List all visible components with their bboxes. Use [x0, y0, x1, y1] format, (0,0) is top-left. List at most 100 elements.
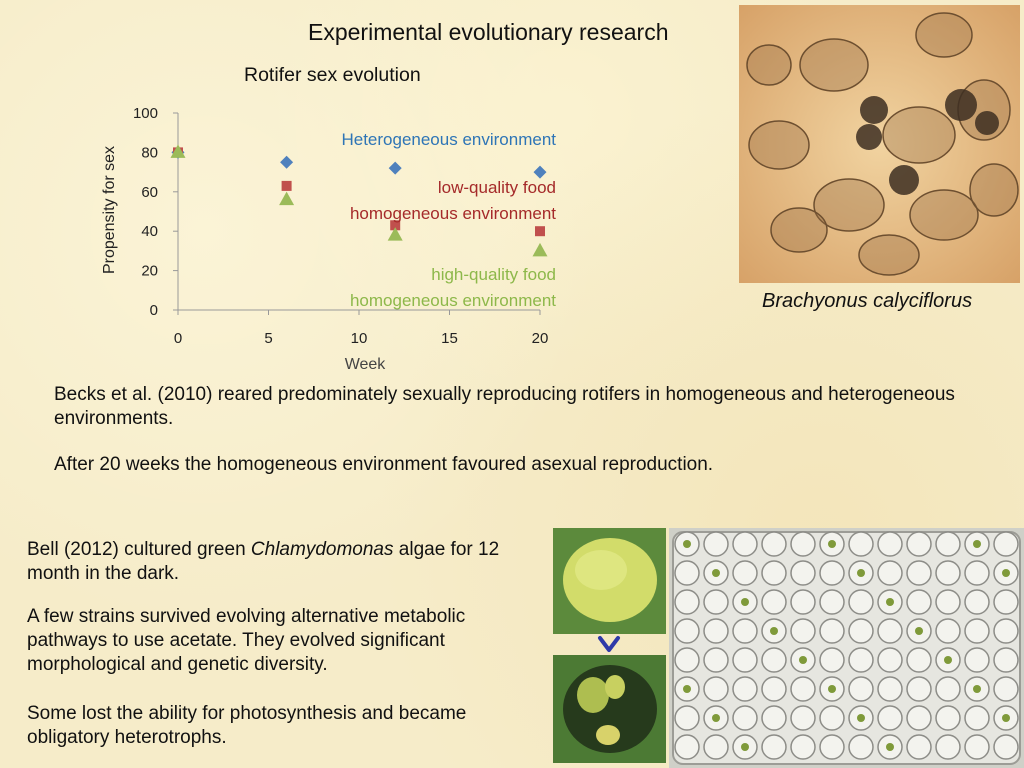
- well: [964, 705, 990, 731]
- well: [761, 734, 787, 760]
- well: [848, 647, 874, 673]
- well-plate-photo: [669, 528, 1024, 768]
- chart-title: Rotifer sex evolution: [244, 64, 421, 86]
- series-label-2: homogeneous environment: [350, 204, 556, 223]
- well: [848, 618, 874, 644]
- well: [877, 618, 903, 644]
- well-culture-dot: [683, 540, 691, 548]
- well: [732, 676, 758, 702]
- well: [819, 705, 845, 731]
- well: [703, 676, 729, 702]
- well: [674, 705, 700, 731]
- x-tick-label: 20: [532, 330, 549, 347]
- well: [935, 676, 961, 702]
- well: [964, 734, 990, 760]
- well: [732, 647, 758, 673]
- well: [703, 531, 729, 557]
- well: [906, 647, 932, 673]
- data-point-series-1: [280, 155, 294, 169]
- algae-colony-after-photo: [553, 655, 666, 763]
- well-culture-dot: [973, 540, 981, 548]
- well: [732, 705, 758, 731]
- well-culture-dot: [1002, 569, 1010, 577]
- x-tick-label: 15: [441, 330, 458, 347]
- well-culture-dot: [886, 743, 894, 751]
- paragraph-bell: Bell (2012) cultured green Chlamydomonas…: [27, 538, 537, 586]
- well: [790, 734, 816, 760]
- well: [732, 531, 758, 557]
- well: [761, 647, 787, 673]
- x-tick-label: 0: [174, 330, 182, 347]
- well: [674, 589, 700, 615]
- well: [993, 618, 1019, 644]
- well-culture-dot: [741, 598, 749, 606]
- well: [935, 734, 961, 760]
- well: [703, 618, 729, 644]
- well: [906, 560, 932, 586]
- y-tick-label: 80: [141, 144, 158, 161]
- data-point-series-3: [532, 242, 548, 257]
- well: [790, 531, 816, 557]
- arrow-down-icon: [598, 636, 620, 652]
- well: [877, 676, 903, 702]
- data-point-series-2: [281, 180, 292, 191]
- well: [906, 705, 932, 731]
- well: [964, 618, 990, 644]
- well: [761, 589, 787, 615]
- well: [819, 618, 845, 644]
- data-point-series-2: [390, 220, 401, 231]
- well: [761, 705, 787, 731]
- well: [790, 705, 816, 731]
- paragraph-lost-photosynthesis: Some lost the ability for photosynthesis…: [27, 703, 467, 748]
- well-culture-dot: [973, 685, 981, 693]
- well: [674, 734, 700, 760]
- x-tick-label: 5: [264, 330, 272, 347]
- well: [703, 734, 729, 760]
- well: [819, 589, 845, 615]
- paragraph-after-20-weeks: After 20 weeks the homogeneous environme…: [54, 454, 714, 475]
- series-label-2: low-quality food: [438, 178, 556, 197]
- well-culture-dot: [857, 569, 865, 577]
- data-point-series-3: [170, 144, 186, 158]
- well-culture-dot: [944, 656, 952, 664]
- slide-title: Experimental evolutionary research: [308, 19, 669, 45]
- well: [674, 618, 700, 644]
- well: [790, 676, 816, 702]
- well: [848, 676, 874, 702]
- well: [906, 676, 932, 702]
- well: [964, 589, 990, 615]
- well: [819, 560, 845, 586]
- well: [790, 618, 816, 644]
- well: [877, 531, 903, 557]
- well: [732, 560, 758, 586]
- well: [935, 705, 961, 731]
- well: [761, 531, 787, 557]
- well-culture-dot: [828, 540, 836, 548]
- well: [993, 734, 1019, 760]
- well: [703, 647, 729, 673]
- chart-marks: [170, 144, 548, 257]
- well: [964, 647, 990, 673]
- well: [674, 560, 700, 586]
- well-culture-dot: [741, 743, 749, 751]
- well: [790, 560, 816, 586]
- y-axis-label: Propensity for sex: [101, 146, 118, 274]
- well: [964, 560, 990, 586]
- well: [761, 560, 787, 586]
- paragraph-bell-text-end: algae for 12 month in the dark.: [27, 539, 500, 584]
- well: [790, 589, 816, 615]
- y-tick-label: 100: [133, 105, 158, 122]
- well-culture-dot: [828, 685, 836, 693]
- well: [819, 734, 845, 760]
- x-axis-label: Week: [345, 356, 387, 373]
- well: [993, 531, 1019, 557]
- well: [935, 531, 961, 557]
- y-tick-label: 60: [141, 184, 158, 201]
- well: [906, 734, 932, 760]
- data-point-series-3: [279, 191, 295, 206]
- well-culture-dot: [770, 627, 778, 635]
- well: [935, 618, 961, 644]
- data-point-series-3: [387, 227, 403, 241]
- data-point-series-1: [388, 161, 402, 175]
- well: [935, 589, 961, 615]
